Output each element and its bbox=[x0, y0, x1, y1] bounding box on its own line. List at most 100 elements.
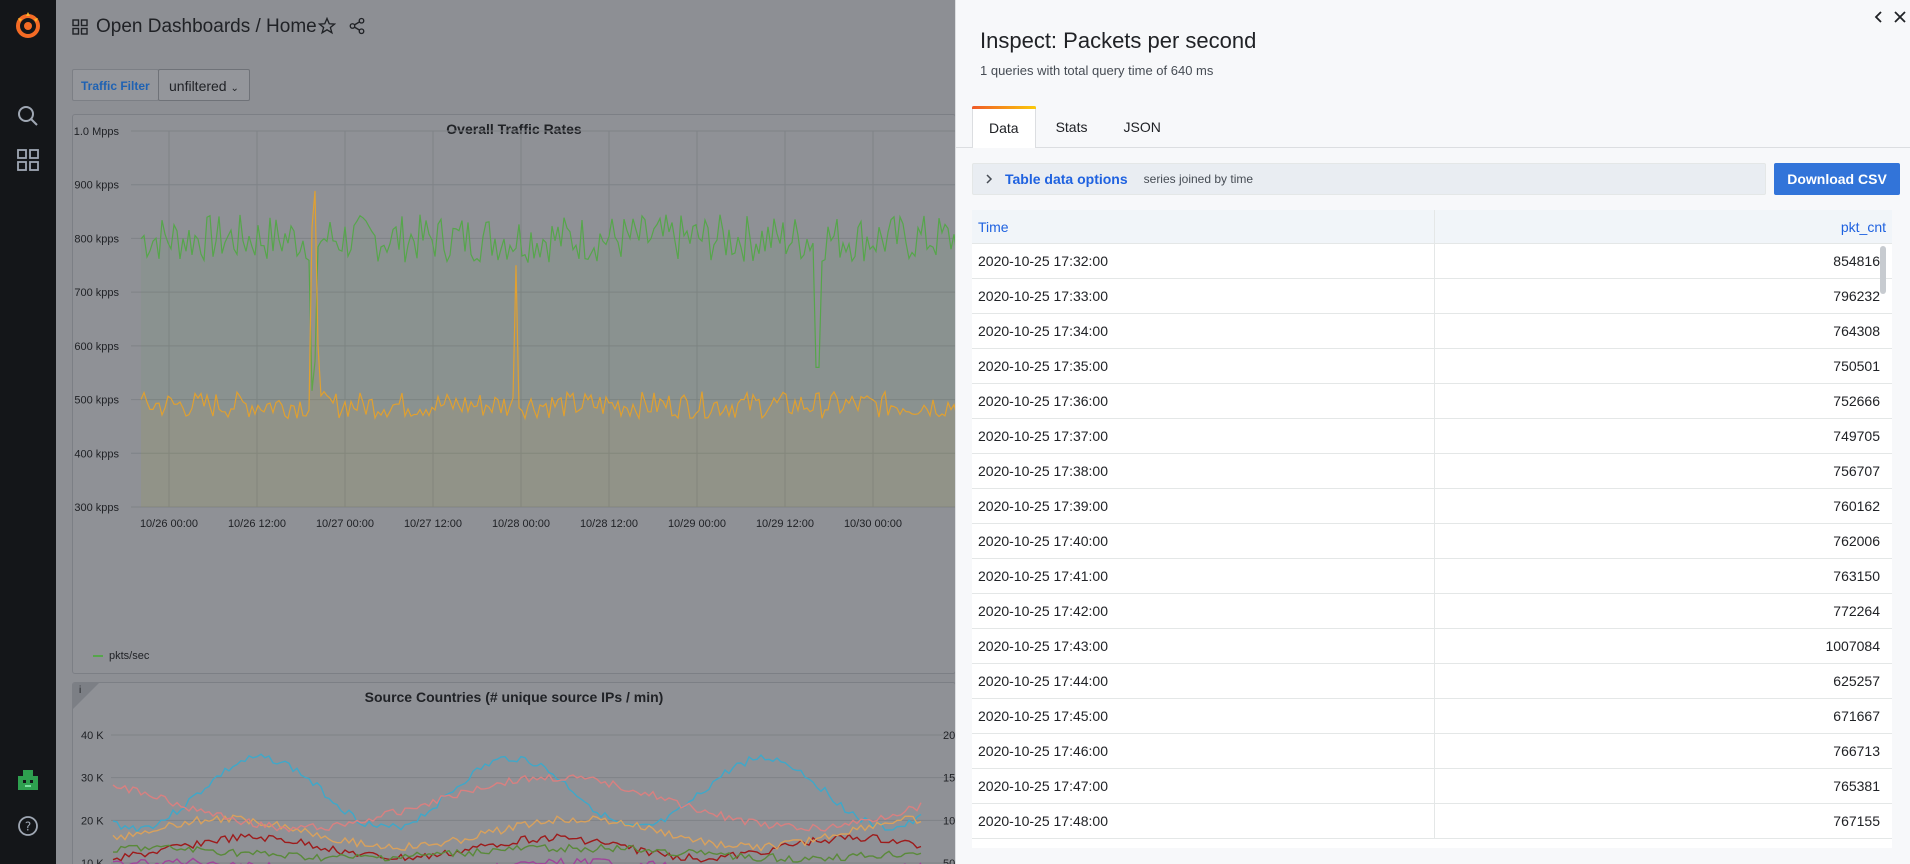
table-row[interactable]: 2020-10-25 17:40:00 762006 bbox=[972, 524, 1892, 559]
tab-stats[interactable]: Stats bbox=[1055, 119, 1088, 135]
column-divider bbox=[1434, 769, 1435, 803]
column-header-pkt-cnt[interactable]: pkt_cnt bbox=[1840, 219, 1886, 235]
traffic-filter-select[interactable]: unfiltered ⌄ bbox=[158, 69, 250, 101]
y2-tick-label: 10 bbox=[943, 815, 955, 827]
column-divider bbox=[1434, 349, 1435, 383]
x-tick-label: 10/28 12:00 bbox=[580, 518, 638, 530]
options-title: Table data options bbox=[1005, 171, 1128, 187]
column-divider bbox=[1434, 384, 1435, 418]
dashboard-title[interactable]: Open Dashboards / Home bbox=[96, 16, 317, 37]
column-divider bbox=[1434, 314, 1435, 348]
table-row[interactable]: 2020-10-25 17:44:00 625257 bbox=[972, 664, 1892, 699]
cell-pkt-cnt: 1007084 bbox=[1825, 638, 1880, 654]
traffic-filter-value: unfiltered bbox=[169, 78, 227, 94]
y-tick-label: 1.0 Mpps bbox=[74, 126, 120, 138]
column-divider bbox=[1434, 804, 1435, 838]
tab-json[interactable]: JSON bbox=[1123, 119, 1161, 135]
column-divider bbox=[1434, 699, 1435, 733]
cell-time: 2020-10-25 17:41:00 bbox=[978, 568, 1108, 584]
panel-title: Source Countries (# unique source IPs / … bbox=[364, 689, 664, 705]
dashboards-icon[interactable] bbox=[13, 145, 43, 175]
chevron-down-icon: ⌄ bbox=[230, 83, 239, 94]
series-line bbox=[140, 190, 955, 421]
side-menu: ? bbox=[0, 0, 56, 864]
tab-data[interactable]: Data bbox=[972, 106, 1036, 148]
cell-time: 2020-10-25 17:43:00 bbox=[978, 638, 1108, 654]
table-row[interactable]: 2020-10-25 17:45:00 671667 bbox=[972, 699, 1892, 734]
tabs-divider bbox=[956, 147, 1910, 148]
star-icon[interactable] bbox=[317, 16, 337, 40]
column-divider bbox=[1434, 210, 1435, 243]
cell-time: 2020-10-25 17:46:00 bbox=[978, 743, 1108, 759]
table-row[interactable]: 2020-10-25 17:33:00 796232 bbox=[972, 279, 1892, 314]
x-tick-label: 10/29 00:00 bbox=[668, 518, 726, 530]
cell-pkt-cnt: 767155 bbox=[1833, 813, 1880, 829]
cell-time: 2020-10-25 17:45:00 bbox=[978, 708, 1108, 724]
table-row[interactable]: 2020-10-25 17:46:00 766713 bbox=[972, 734, 1892, 769]
chart-legend[interactable]: pkts/sec bbox=[93, 650, 149, 662]
table-row[interactable]: 2020-10-25 17:42:00 772264 bbox=[972, 594, 1892, 629]
table-row[interactable]: 2020-10-25 17:38:00 756707 bbox=[972, 454, 1892, 489]
table-row[interactable]: 2020-10-25 17:34:00 764308 bbox=[972, 314, 1892, 349]
x-tick-label: 10 bbox=[955, 518, 956, 530]
cell-pkt-cnt: 772264 bbox=[1833, 603, 1880, 619]
cell-time: 2020-10-25 17:44:00 bbox=[978, 673, 1108, 689]
table-scrollbar[interactable] bbox=[1880, 246, 1886, 294]
table-data-options[interactable]: Table data options series joined by time bbox=[972, 163, 1766, 195]
table-row[interactable]: 2020-10-25 17:48:00 767155 bbox=[972, 804, 1892, 839]
traffic-rates-panel[interactable]: Overall Traffic Rates 1.0 Mpps 900 kpps 80… bbox=[72, 114, 956, 674]
dashboard-header: Open Dashboards / Home bbox=[56, 0, 956, 56]
cell-pkt-cnt: 854816 bbox=[1833, 253, 1880, 269]
cell-pkt-cnt: 756707 bbox=[1833, 463, 1880, 479]
cell-pkt-cnt: 625257 bbox=[1833, 673, 1880, 689]
cell-pkt-cnt: 749705 bbox=[1833, 428, 1880, 444]
table-row[interactable]: 2020-10-25 17:36:00 752666 bbox=[972, 384, 1892, 419]
column-header-time[interactable]: Time bbox=[978, 219, 1009, 235]
download-csv-button[interactable]: Download CSV bbox=[1774, 163, 1900, 195]
table-row[interactable]: 2020-10-25 17:41:00 763150 bbox=[972, 559, 1892, 594]
source-countries-panel[interactable]: i Source Countries (# unique source IPs … bbox=[72, 682, 956, 864]
close-icon[interactable] bbox=[1891, 8, 1909, 26]
cell-time: 2020-10-25 17:39:00 bbox=[978, 498, 1108, 514]
variable-label: Traffic Filter bbox=[72, 69, 159, 101]
info-corner-icon[interactable] bbox=[73, 683, 99, 709]
table-row[interactable]: 2020-10-25 17:32:00 854816 bbox=[972, 244, 1892, 279]
cell-pkt-cnt: 760162 bbox=[1833, 498, 1880, 514]
cell-pkt-cnt: 766713 bbox=[1833, 743, 1880, 759]
y2-tick-label: 15 bbox=[943, 773, 955, 785]
cell-pkt-cnt: 750501 bbox=[1833, 358, 1880, 374]
cell-pkt-cnt: 763150 bbox=[1833, 568, 1880, 584]
help-icon[interactable]: ? bbox=[13, 811, 43, 841]
x-tick-label: 10/28 00:00 bbox=[492, 518, 550, 530]
series-line bbox=[112, 833, 922, 863]
y-tick-label: 500 kpps bbox=[74, 395, 119, 407]
column-divider bbox=[1434, 489, 1435, 523]
cell-time: 2020-10-25 17:47:00 bbox=[978, 778, 1108, 794]
x-tick-label: 10/27 12:00 bbox=[404, 518, 462, 530]
y-tick-label: 20 K bbox=[81, 815, 104, 827]
table-row[interactable]: 2020-10-25 17:39:00 760162 bbox=[972, 489, 1892, 524]
x-tick-label: 10/30 00:00 bbox=[844, 518, 902, 530]
collapse-drawer-icon[interactable] bbox=[1870, 8, 1888, 26]
series-area bbox=[141, 190, 955, 507]
search-icon[interactable] bbox=[13, 101, 43, 131]
drawer-title: Inspect: Packets per second bbox=[980, 28, 1257, 53]
series-line bbox=[112, 814, 922, 852]
table-row[interactable]: 2020-10-25 17:35:00 750501 bbox=[972, 349, 1892, 384]
column-divider bbox=[1434, 664, 1435, 698]
table-row[interactable]: 2020-10-25 17:43:00 1007084 bbox=[972, 629, 1892, 664]
cell-pkt-cnt: 762006 bbox=[1833, 533, 1880, 549]
grafana-logo-icon[interactable] bbox=[13, 10, 43, 40]
table-row[interactable]: 2020-10-25 17:47:00 765381 bbox=[972, 769, 1892, 804]
series-line bbox=[112, 753, 922, 833]
y-tick-label: 10 K bbox=[81, 858, 104, 864]
chevron-right-icon bbox=[985, 174, 993, 184]
user-avatar-icon[interactable] bbox=[13, 765, 43, 795]
apps-grid-icon bbox=[72, 19, 88, 40]
table-row[interactable]: 2020-10-25 17:37:00 749705 bbox=[972, 419, 1892, 454]
panel-title: Overall Traffic Rates bbox=[446, 121, 582, 137]
y-tick-label: 900 kpps bbox=[74, 180, 119, 192]
data-table: Time pkt_cnt 2020-10-25 17:32:00 854816 20… bbox=[972, 210, 1892, 848]
share-icon[interactable] bbox=[348, 17, 366, 40]
cell-time: 2020-10-25 17:32:00 bbox=[978, 253, 1108, 269]
